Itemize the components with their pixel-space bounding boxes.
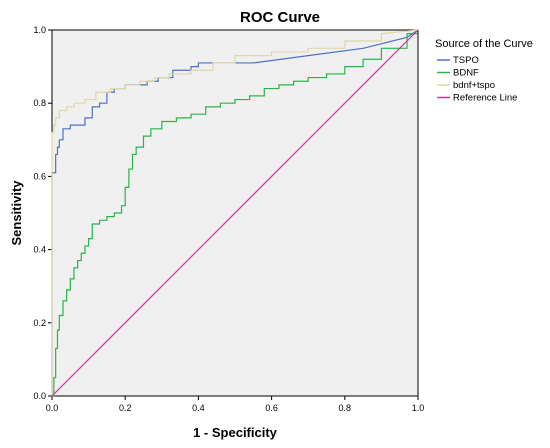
x-tick-label: 0.2 — [119, 403, 132, 413]
legend-label-tspo: TSPO — [453, 55, 479, 66]
legend-label-reference-line: Reference Line — [453, 93, 517, 104]
x-tick-label: 0.4 — [192, 403, 205, 413]
y-tick-label: 0.8 — [33, 98, 46, 108]
series-line-bdnf — [52, 33, 418, 397]
legend-label-bdnf-tspo: bdnf+tspo — [453, 80, 495, 91]
series-line-bdnf-tspo — [51, 29, 419, 396]
y-tick-label: 1.0 — [33, 25, 46, 35]
legend-label-bdnf: BDNF — [453, 68, 479, 79]
y-axis-label: Sensitivity — [9, 180, 24, 246]
y-tick-label: 0.2 — [33, 318, 46, 328]
x-axis: 0.0 0.2 0.4 0.6 0.8 1.0 — [46, 396, 425, 413]
y-tick-label: 0.6 — [33, 171, 46, 181]
y-tick-label: 0.4 — [33, 245, 46, 255]
x-tick-label: 1.0 — [412, 403, 425, 413]
y-axis: 0.0 0.2 0.4 0.6 0.8 1.0 — [33, 25, 52, 401]
legend-title: Source of the Curve — [435, 38, 533, 50]
chart-title: ROC Curve — [240, 9, 320, 26]
x-tick-label: 0.6 — [265, 403, 278, 413]
series-line-reference-line — [51, 29, 419, 397]
x-tick-label: 0.0 — [46, 403, 59, 413]
series-layer — [51, 29, 419, 397]
x-axis-label: 1 - Specificity — [193, 425, 278, 440]
x-tick-label: 0.8 — [339, 403, 352, 413]
y-tick-label: 0.0 — [33, 391, 46, 401]
